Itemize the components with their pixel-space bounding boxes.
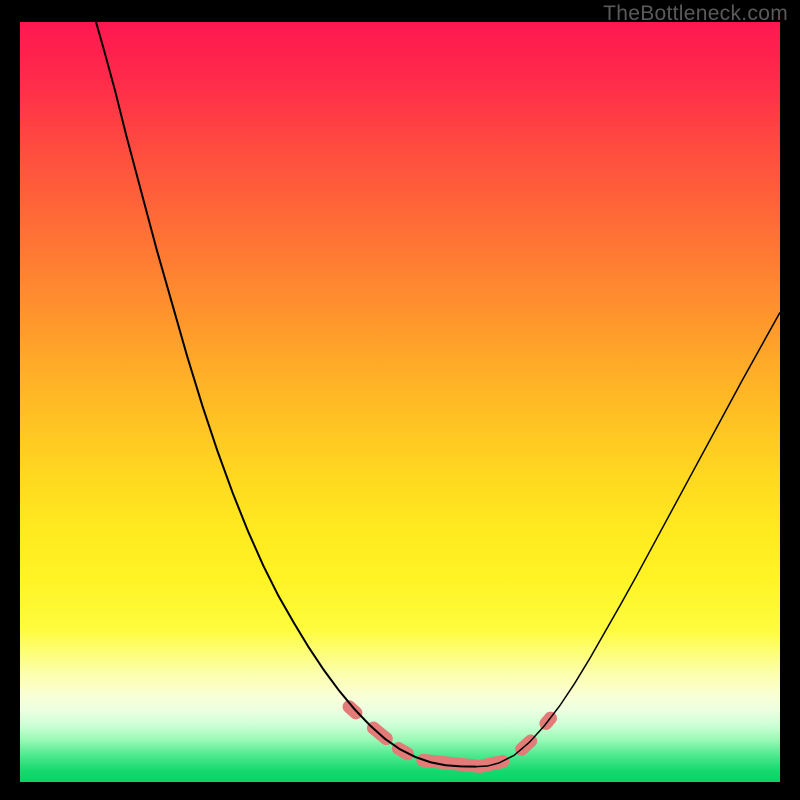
chart-container: TheBottleneck.com [0, 0, 800, 800]
watermark-text: TheBottleneck.com [603, 2, 788, 26]
plot-area [20, 22, 780, 782]
bottleneck-curve-chart [20, 22, 780, 782]
gradient-background [20, 22, 780, 782]
